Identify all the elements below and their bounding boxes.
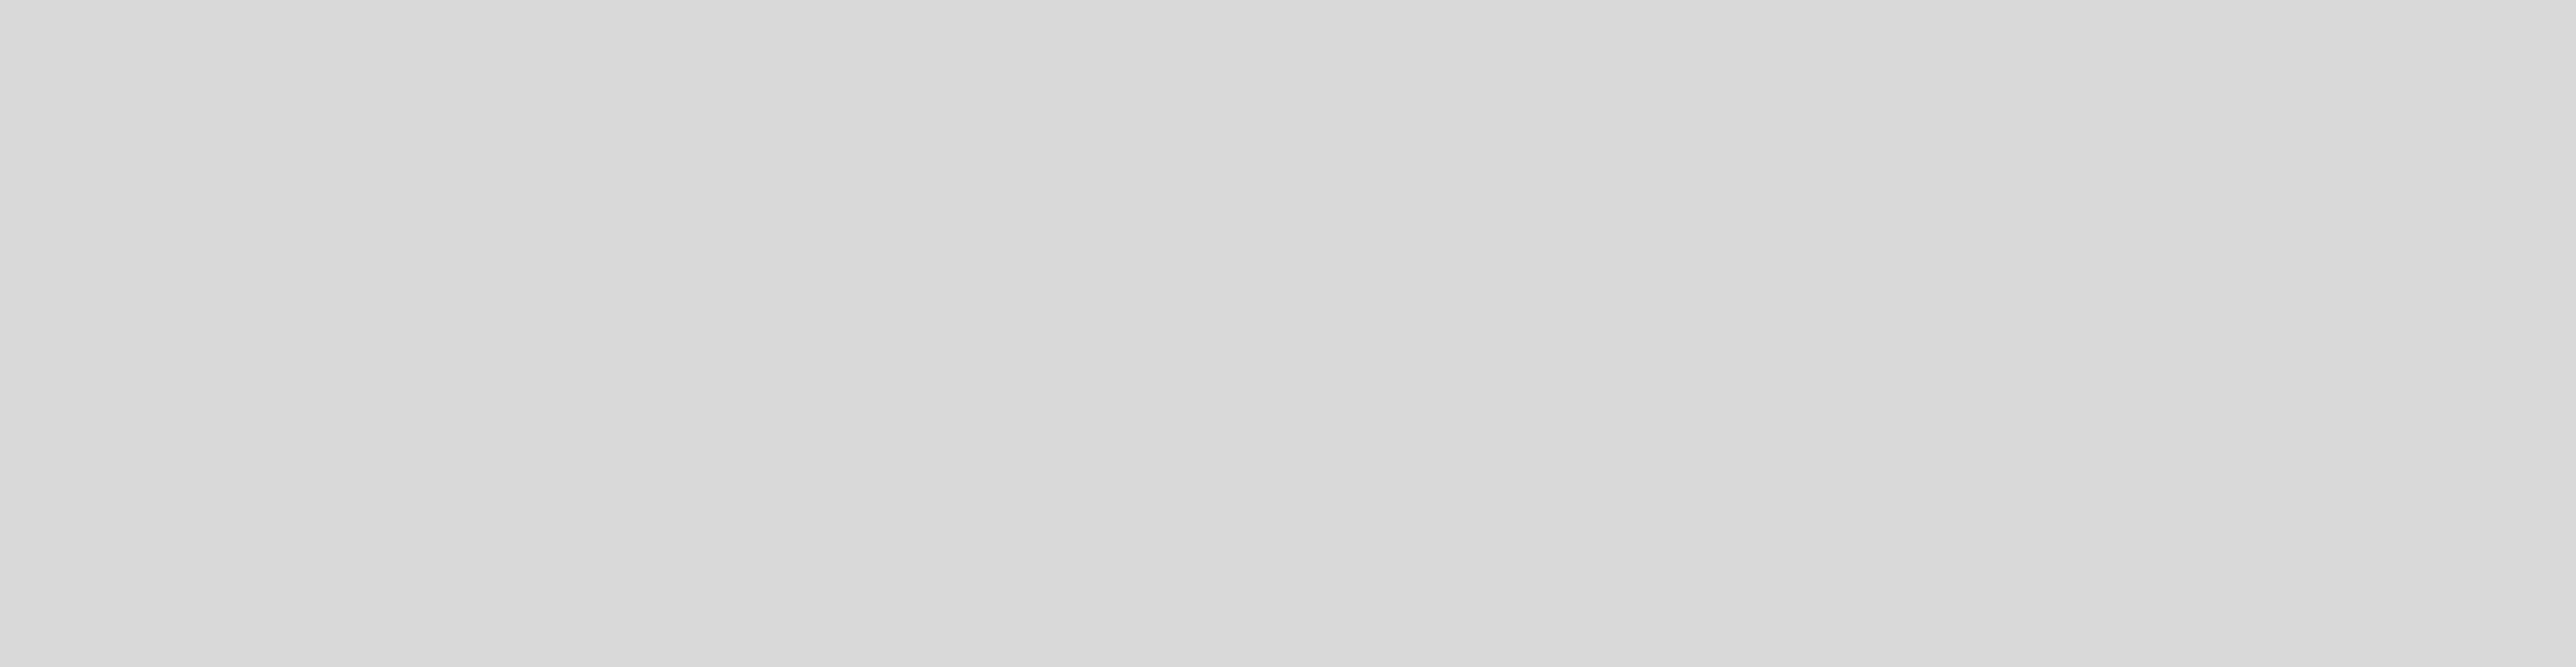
- paper-pages-row: [0, 0, 2576, 667]
